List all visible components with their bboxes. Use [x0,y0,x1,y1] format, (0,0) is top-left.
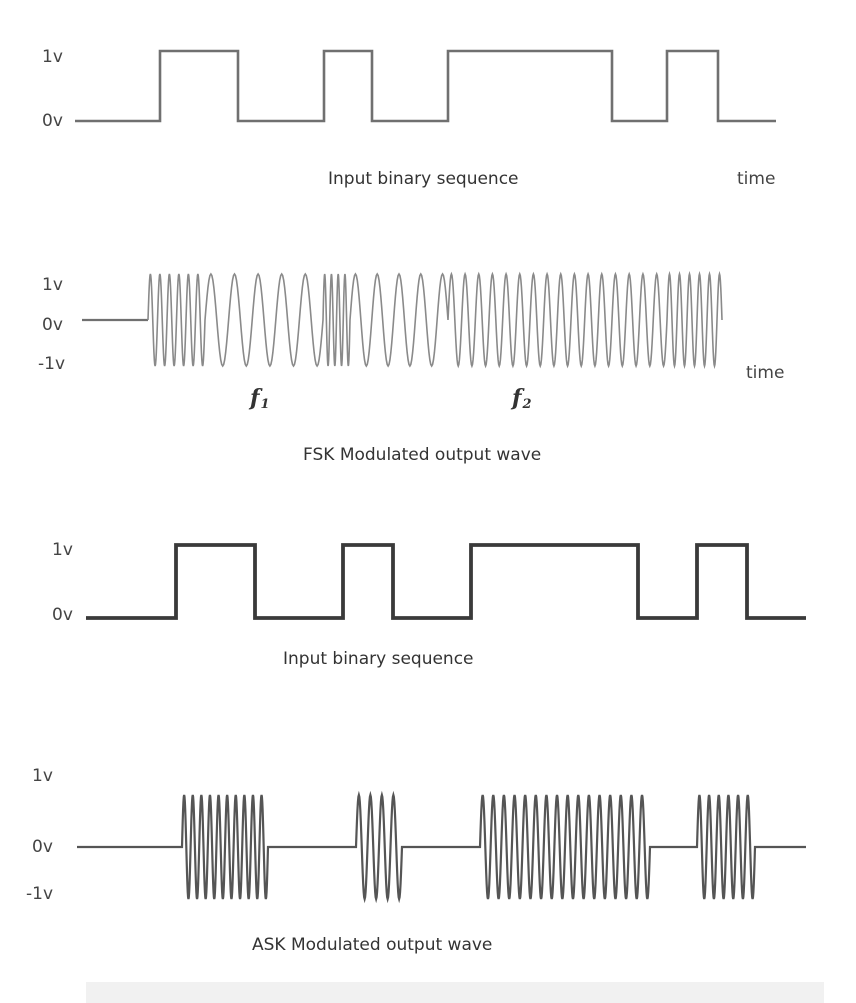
frequency-label-f1: f1 [248,385,270,412]
panel-title-ask: ASK Modulated output wave [252,935,492,955]
panel-title-input-sequence: Input binary sequence [328,169,519,189]
binary-signal-thick [86,543,806,620]
frequency-label-f2: f2 [510,385,532,412]
y-label-1v: 1v [32,766,53,786]
binary-signal-thin [75,49,776,123]
y-label-minus-1v: -1v [38,354,65,374]
y-label-0v: 0v [42,111,63,131]
fsk-waveform [147,270,723,370]
panel-title-input-sequence: Input binary sequence [283,649,474,669]
ask-waveform [77,790,806,904]
panel-fsk-output: 1v 0v -1v f1 f2 time FSK Modulated outpu… [38,270,784,465]
panel-ask-output: 1v 0v -1v ASK Modulated output wave [26,766,806,955]
y-label-0v: 0v [42,315,63,335]
time-axis-label: time [737,169,775,189]
y-label-0v: 0v [32,837,53,857]
panel-title-fsk: FSK Modulated output wave [303,445,541,465]
y-label-0v: 0v [52,605,73,625]
time-axis-label: time [746,363,784,383]
bottom-gray-bar [86,982,824,1003]
panel-input-sequence-1: 1v 0v Input binary sequence time [42,47,776,189]
y-label-1v: 1v [42,47,63,67]
y-label-minus-1v: -1v [26,884,53,904]
y-label-1v: 1v [42,275,63,295]
panel-input-sequence-2: 1v 0v Input binary sequence [52,540,806,669]
y-label-1v: 1v [52,540,73,560]
